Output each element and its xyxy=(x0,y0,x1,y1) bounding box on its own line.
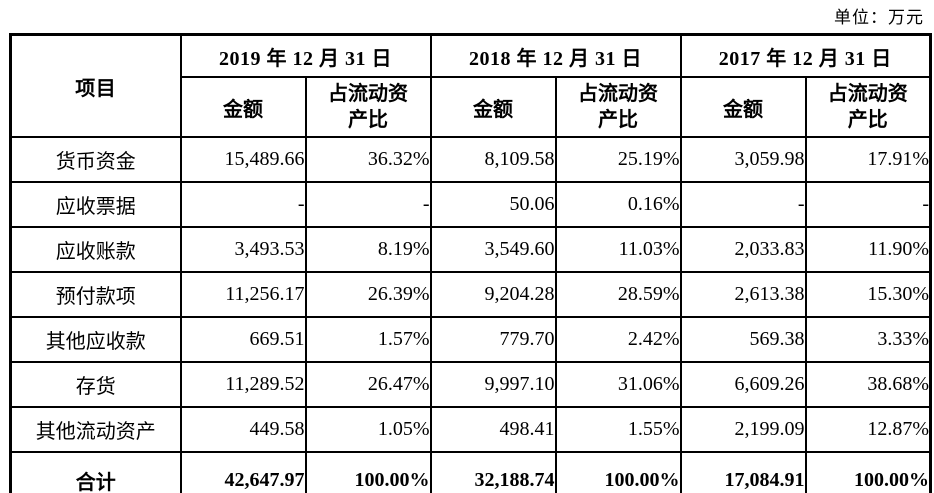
unit-label: 单位：万元 xyxy=(834,8,924,27)
value-cell: 100.00% xyxy=(304,451,432,493)
value-cell: 11.03% xyxy=(554,226,682,273)
value-cell: 26.39% xyxy=(304,271,432,318)
value-cell: 31.06% xyxy=(554,361,682,408)
value-cell: 25.19% xyxy=(554,136,682,183)
ratio-header-2017: 占流动资产比 xyxy=(804,76,932,138)
value-cell: 2,199.09 xyxy=(679,406,807,453)
value-cell: 3,059.98 xyxy=(679,136,807,183)
row-item-label: 应收账款 xyxy=(9,226,182,273)
value-cell: 2,613.38 xyxy=(679,271,807,318)
row-item-label: 其他流动资产 xyxy=(9,406,182,453)
table-body: 货币资金 15,489.66 36.32% 8,109.58 25.19% 3,059.9… xyxy=(9,136,932,493)
value-cell: 1.55% xyxy=(554,406,682,453)
value-cell: 11.90% xyxy=(804,226,932,273)
value-cell: 42,647.97 xyxy=(179,451,307,493)
ratio-header-label: 占流动资产比 xyxy=(827,83,908,131)
value-cell: 8,109.58 xyxy=(429,136,557,183)
row-item-label: 合计 xyxy=(9,451,182,493)
table-row: 存货 11,289.52 26.47% 9,997.10 31.06% 6,609.26 3… xyxy=(9,361,932,408)
header-date-row: 项目 2019 年 12 月 31 日 2018 年 12 月 31 日 201… xyxy=(9,33,932,138)
table-row: 应收票据 - -50.06 0.16% - - xyxy=(9,181,932,228)
value-cell: 11,256.17 xyxy=(179,271,307,318)
value-cell: 15,489.66 xyxy=(179,136,307,183)
value-cell: 17.91% xyxy=(804,136,932,183)
ratio-header-2019: 占流动资产比 xyxy=(304,76,432,138)
table-row: 应收账款 3,493.53 8.19% 3,549.60 11.03% 2,033.83 1… xyxy=(9,226,932,273)
amount-header-label: 金额 xyxy=(473,98,513,121)
value-cell: 3,549.60 xyxy=(429,226,557,273)
row-item-label: 存货 xyxy=(9,361,182,408)
value-cell: 2,033.83 xyxy=(679,226,807,273)
value-cell: - xyxy=(679,181,807,228)
table-row: 其他应收款 669.51 1.57% 779.70 2.42% 569.38 3.33% xyxy=(9,316,932,363)
ratio-header-label: 占流动资产比 xyxy=(328,83,408,131)
current-assets-table: 项目 2019 年 12 月 31 日 2018 年 12 月 31 日 201… xyxy=(9,33,932,493)
value-cell: 9,997.10 xyxy=(429,361,557,408)
value-cell: 1.05% xyxy=(304,406,432,453)
value-cell: 26.47% xyxy=(304,361,432,408)
date-header-2017: 2017 年 12 月 31 日 xyxy=(679,33,932,78)
row-item-label: 预付款项 xyxy=(9,271,182,318)
value-cell: - xyxy=(304,181,432,228)
value-cell: 11,289.52 xyxy=(179,361,307,408)
amount-header-label: 金额 xyxy=(723,98,763,121)
value-cell: 1.57% xyxy=(304,316,432,363)
value-cell: 498.41 xyxy=(429,406,557,453)
value-cell: 100.00% xyxy=(804,451,932,493)
value-cell: 669.51 xyxy=(179,316,307,363)
value-cell: 9,204.28 xyxy=(429,271,557,318)
ratio-header-label: 占流动资产比 xyxy=(578,83,658,131)
value-cell: 12.87% xyxy=(804,406,932,453)
amount-header-2017: 金额 xyxy=(679,76,807,138)
value-cell: 32,188.74 xyxy=(429,451,557,493)
row-item-label: 货币资金 xyxy=(9,136,182,183)
ratio-header-2018: 占流动资产比 xyxy=(554,76,682,138)
value-cell: 779.70 xyxy=(429,316,557,363)
header-sub-row: 金额 占流动资产比 金额 占流动资产比 金额 占流动资产比 xyxy=(11,76,932,138)
value-cell: - xyxy=(179,181,307,228)
table-row: 货币资金 15,489.66 36.32% 8,109.58 25.19% 3,059.9… xyxy=(9,136,932,183)
value-cell: 0.16% xyxy=(554,181,682,228)
value-cell: 100.00% xyxy=(554,451,682,493)
value-cell: 6,609.26 xyxy=(679,361,807,408)
value-cell: - xyxy=(804,181,932,228)
table-header: 项目 2019 年 12 月 31 日 2018 年 12 月 31 日 201… xyxy=(9,33,932,138)
row-item-label: 应收票据 xyxy=(9,181,182,228)
value-cell: 569.38 xyxy=(679,316,807,363)
value-cell: 8.19% xyxy=(304,226,432,273)
table-row: 其他流动资产 449.58 1.05% 498.41 1.55% 2,199.09 12.8… xyxy=(9,406,932,453)
date-header-2018: 2018 年 12 月 31 日 xyxy=(429,33,682,78)
value-cell: 15.30% xyxy=(804,271,932,318)
value-cell: 36.32% xyxy=(304,136,432,183)
value-cell: 38.68% xyxy=(804,361,932,408)
amount-header-2019: 金额 xyxy=(179,76,307,138)
value-cell: 28.59% xyxy=(554,271,682,318)
row-item-label: 其他应收款 xyxy=(9,316,182,363)
table-total-row: 合计 42,647.97 100.00% 32,188.74 100.00% 17,084… xyxy=(9,451,932,493)
value-cell: 449.58 xyxy=(179,406,307,453)
amount-header-label: 金额 xyxy=(223,98,263,121)
date-header-2019: 2019 年 12 月 31 日 xyxy=(179,33,432,78)
value-cell: 3,493.53 xyxy=(179,226,307,273)
value-cell: 17,084.91 xyxy=(679,451,807,493)
table-row: 预付款项 11,256.17 26.39% 9,204.28 28.59% 2,613.3… xyxy=(9,271,932,318)
item-column-header: 项目 xyxy=(9,33,182,138)
value-cell: 3.33% xyxy=(804,316,932,363)
amount-header-2018: 金额 xyxy=(429,76,557,138)
value-cell: 50.06 xyxy=(429,181,557,228)
value-cell: 2.42% xyxy=(554,316,682,363)
